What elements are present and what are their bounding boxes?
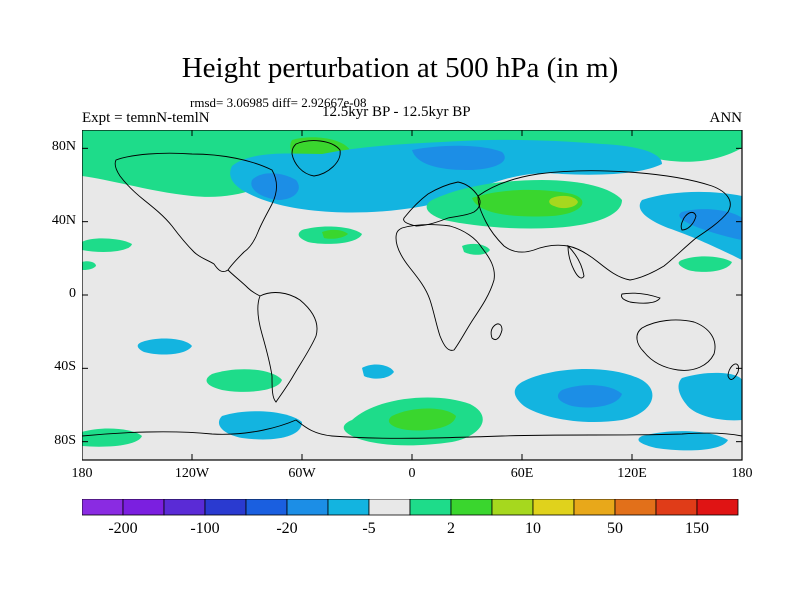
colorbar-box <box>532 499 575 516</box>
colorbar-box <box>450 499 493 516</box>
contour-positive-eurasia-core <box>472 189 583 217</box>
contour-positive-atlantic-core <box>322 229 348 239</box>
contour-positive-eurasia-max <box>549 195 578 209</box>
colorbar-box <box>491 499 534 516</box>
colorbar-box <box>409 499 452 516</box>
colorbar-label: -100 <box>190 520 219 537</box>
stats-label: rmsd= 3.06985 diff= 2.92667e-08 <box>190 95 367 110</box>
plot-title: Height perturbation at 500 hPa (in m) <box>181 52 619 84</box>
colorbar-box <box>122 499 165 516</box>
lon-tick-label: 60W <box>288 466 316 481</box>
coast-africa <box>395 224 495 351</box>
coast-indonesia <box>621 292 661 304</box>
contour-negative-core-2 <box>412 145 505 170</box>
colorbar-box <box>204 499 247 516</box>
lon-tick-label: 120E <box>617 466 647 481</box>
colorbar-label: -200 <box>108 520 137 537</box>
contour-negative-satlantic <box>362 364 394 379</box>
contour-negative-npacific-core <box>679 209 742 240</box>
contour-negative-sindian-core <box>557 385 622 408</box>
coast-japan <box>680 211 697 231</box>
colorbar-box <box>286 499 329 516</box>
colorbar-boxes <box>82 499 739 516</box>
colorbar-box <box>82 499 124 516</box>
coast-india <box>567 244 585 279</box>
colorbar-box <box>573 499 616 516</box>
lat-tick-label: 0 <box>69 286 76 301</box>
lat-tick-label: 40N <box>51 212 76 228</box>
lon-tick-label: 60E <box>510 466 534 481</box>
contour-positive-npac-tropic <box>678 256 732 272</box>
colorbar-box <box>696 499 739 516</box>
map-panel <box>82 130 743 461</box>
colorbar-label: 150 <box>685 520 709 537</box>
colorbar-label: -20 <box>276 520 297 537</box>
colorbar-label: 2 <box>447 520 455 537</box>
coast-asia <box>477 170 731 281</box>
contour-negative-spacific-east <box>678 372 742 421</box>
contour-positive-npacific-west <box>82 238 132 252</box>
coast-greenland <box>291 140 341 177</box>
contour-positive-tropic-east <box>462 243 490 255</box>
colorbar-label: -5 <box>362 520 375 537</box>
coast-antarctica <box>82 419 742 439</box>
colorbar-labels: -200 -100 -20 -5 2 10 50 150 <box>108 520 709 537</box>
colorbar-box <box>614 499 657 516</box>
lon-tick-label: 180 <box>731 466 753 481</box>
coast-europe <box>403 181 481 227</box>
colorbar-box <box>655 499 698 516</box>
coast-australia <box>636 319 716 371</box>
lat-tick-label: 40S <box>54 359 76 375</box>
colorbar-box <box>245 499 288 516</box>
contour-positive-south-atlantic-core <box>388 408 456 431</box>
lat-tick-label: 80N <box>51 139 76 155</box>
colorbar-label: 50 <box>607 520 623 537</box>
experiment-label: Expt = temnN-temlN <box>82 110 210 126</box>
contour-positive-antarctic-west <box>82 428 142 447</box>
contour-negative-south-west <box>218 411 302 440</box>
lon-tick-label: 0 <box>408 466 416 481</box>
contour-negative-spacific <box>137 338 192 355</box>
lon-tick-label: 180 <box>71 466 93 481</box>
contour-positive-dateline <box>82 261 96 270</box>
coast-north-america <box>114 152 278 273</box>
contour-positive-spacific <box>206 369 282 392</box>
contour-negative-core-1 <box>251 173 299 200</box>
lon-tick-label: 120W <box>174 466 210 481</box>
colorbar-label: 10 <box>525 520 541 537</box>
coast-central-america <box>227 269 261 297</box>
colorbar-box <box>163 499 206 516</box>
colorbar-box <box>368 499 411 516</box>
coast-south-america <box>257 292 318 403</box>
coastline-layer <box>82 140 742 439</box>
coast-madagascar <box>490 323 503 341</box>
coast-new-zealand <box>727 363 739 380</box>
period-label: 12.5kyr BP - 12.5kyr BP <box>322 104 471 120</box>
lat-tick-group <box>82 147 742 443</box>
colorbar: -200 -100 -20 -5 2 10 50 150 <box>82 499 739 537</box>
contour-negative-natlantic <box>230 139 662 213</box>
season-label: ANN <box>709 110 743 126</box>
lon-tick-group <box>82 130 743 460</box>
lat-tick-label: 80S <box>54 432 76 448</box>
colorbar-box <box>327 499 370 516</box>
contour-negative-antarctic-east <box>638 431 728 451</box>
